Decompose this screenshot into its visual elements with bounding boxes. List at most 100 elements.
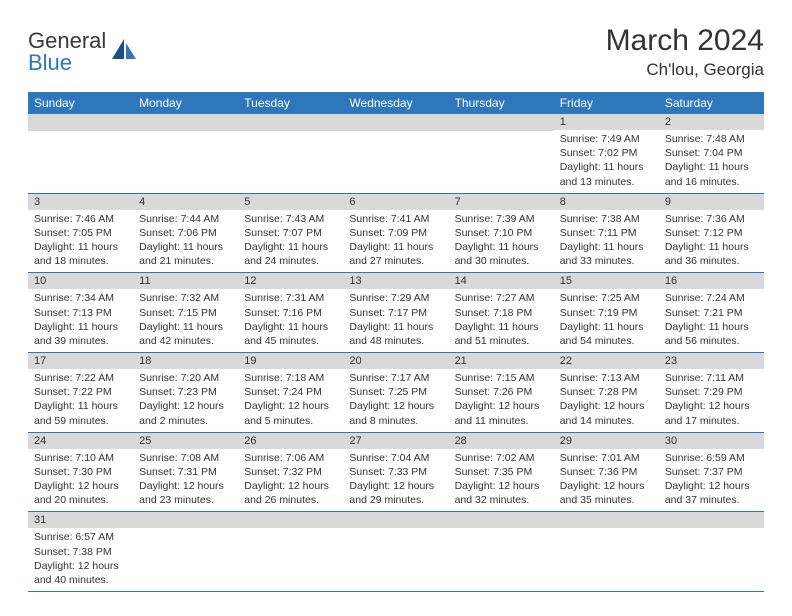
sunset-text: Sunset: 7:23 PM: [139, 385, 232, 399]
calendar-empty-cell: [659, 512, 764, 592]
daynum-bar-empty: [449, 114, 554, 131]
sunrise-text: Sunrise: 7:46 AM: [34, 212, 127, 226]
sunset-text: Sunset: 7:18 PM: [455, 306, 548, 320]
sunset-text: Sunset: 7:31 PM: [139, 465, 232, 479]
month-title: March 2024: [606, 24, 764, 58]
day-number: 27: [343, 433, 448, 449]
calendar-day-cell: 7Sunrise: 7:39 AMSunset: 7:10 PMDaylight…: [449, 193, 554, 273]
daylight-text: Daylight: 11 hours and 27 minutes.: [349, 240, 442, 268]
day-body: Sunrise: 7:13 AMSunset: 7:28 PMDaylight:…: [554, 369, 659, 432]
daylight-text: Daylight: 12 hours and 40 minutes.: [34, 559, 127, 587]
day-body: Sunrise: 7:34 AMSunset: 7:13 PMDaylight:…: [28, 289, 133, 352]
sunrise-text: Sunrise: 7:10 AM: [34, 451, 127, 465]
day-number: 26: [238, 433, 343, 449]
sunrise-text: Sunrise: 7:24 AM: [665, 291, 758, 305]
day-number: 22: [554, 353, 659, 369]
daynum-bar-empty: [343, 512, 448, 528]
location: Ch'lou, Georgia: [606, 60, 764, 80]
daylight-text: Daylight: 12 hours and 11 minutes.: [455, 399, 548, 427]
sunrise-text: Sunrise: 7:02 AM: [455, 451, 548, 465]
sunrise-text: Sunrise: 7:08 AM: [139, 451, 232, 465]
daylight-text: Daylight: 11 hours and 42 minutes.: [139, 320, 232, 348]
calendar-day-cell: 1Sunrise: 7:49 AMSunset: 7:02 PMDaylight…: [554, 114, 659, 193]
day-number: 15: [554, 273, 659, 289]
sunrise-text: Sunrise: 7:38 AM: [560, 212, 653, 226]
day-body: Sunrise: 7:08 AMSunset: 7:31 PMDaylight:…: [133, 449, 238, 512]
day-body: Sunrise: 7:27 AMSunset: 7:18 PMDaylight:…: [449, 289, 554, 352]
day-body: Sunrise: 7:41 AMSunset: 7:09 PMDaylight:…: [343, 210, 448, 273]
day-number: 11: [133, 273, 238, 289]
day-body: Sunrise: 6:59 AMSunset: 7:37 PMDaylight:…: [659, 449, 764, 512]
sunrise-text: Sunrise: 7:17 AM: [349, 371, 442, 385]
day-body: Sunrise: 7:10 AMSunset: 7:30 PMDaylight:…: [28, 449, 133, 512]
sunrise-text: Sunrise: 7:43 AM: [244, 212, 337, 226]
sunrise-text: Sunrise: 7:32 AM: [139, 291, 232, 305]
day-number: 31: [28, 512, 133, 528]
daylight-text: Daylight: 11 hours and 51 minutes.: [455, 320, 548, 348]
logo-text: General Blue: [28, 30, 106, 74]
sunset-text: Sunset: 7:22 PM: [34, 385, 127, 399]
day-number: 28: [449, 433, 554, 449]
calendar-day-cell: 29Sunrise: 7:01 AMSunset: 7:36 PMDayligh…: [554, 432, 659, 512]
sunrise-text: Sunrise: 7:04 AM: [349, 451, 442, 465]
day-body: Sunrise: 7:49 AMSunset: 7:02 PMDaylight:…: [554, 130, 659, 193]
calendar-empty-cell: [449, 512, 554, 592]
weekday-header: Saturday: [659, 92, 764, 114]
calendar-empty-cell: [133, 114, 238, 193]
daynum-bar-empty: [238, 512, 343, 528]
sunset-text: Sunset: 7:13 PM: [34, 306, 127, 320]
daylight-text: Daylight: 11 hours and 18 minutes.: [34, 240, 127, 268]
sunset-text: Sunset: 7:33 PM: [349, 465, 442, 479]
calendar-day-cell: 13Sunrise: 7:29 AMSunset: 7:17 PMDayligh…: [343, 273, 448, 353]
calendar-day-cell: 3 Sunrise: 7:46 AMSunset: 7:05 PMDaylight…: [28, 193, 133, 273]
sunset-text: Sunset: 7:35 PM: [455, 465, 548, 479]
sunset-text: Sunset: 7:05 PM: [34, 226, 127, 240]
day-body: Sunrise: 7:48 AMSunset: 7:04 PMDaylight:…: [659, 130, 764, 193]
sunrise-text: Sunrise: 7:36 AM: [665, 212, 758, 226]
day-number: 25: [133, 433, 238, 449]
sunrise-text: Sunrise: 6:57 AM: [34, 530, 127, 544]
day-body: Sunrise: 6:57 AMSunset: 7:38 PMDaylight:…: [28, 528, 133, 591]
sunrise-text: Sunrise: 7:29 AM: [349, 291, 442, 305]
daynum-bar-empty: [133, 114, 238, 131]
calendar-empty-cell: [28, 114, 133, 193]
sunset-text: Sunset: 7:11 PM: [560, 226, 653, 240]
calendar-empty-cell: [449, 114, 554, 193]
day-number: 3: [28, 194, 133, 210]
day-number: 5: [238, 194, 343, 210]
daynum-bar-empty: [554, 512, 659, 528]
day-body: Sunrise: 7:25 AMSunset: 7:19 PMDaylight:…: [554, 289, 659, 352]
day-body: Sunrise: 7:24 AMSunset: 7:21 PMDaylight:…: [659, 289, 764, 352]
calendar-day-cell: 27 Sunrise: 7:04 AMSunset: 7:33 PMDayligh…: [343, 432, 448, 512]
daylight-text: Daylight: 11 hours and 36 minutes.: [665, 240, 758, 268]
sunset-text: Sunset: 7:36 PM: [560, 465, 653, 479]
daylight-text: Daylight: 12 hours and 35 minutes.: [560, 479, 653, 507]
calendar-empty-cell: [238, 114, 343, 193]
calendar-week-row: 3Sunrise: 7:46 AMSunset: 7:05 PMDaylight…: [28, 193, 764, 273]
daylight-text: Daylight: 12 hours and 14 minutes.: [560, 399, 653, 427]
sunrise-text: Sunrise: 7:27 AM: [455, 291, 548, 305]
day-number: 18: [133, 353, 238, 369]
day-body: Sunrise: 7:11 AMSunset: 7:29 PMDaylight:…: [659, 369, 764, 432]
day-number: 16: [659, 273, 764, 289]
daylight-text: Daylight: 12 hours and 8 minutes.: [349, 399, 442, 427]
sunset-text: Sunset: 7:24 PM: [244, 385, 337, 399]
calendar-day-cell: 16Sunrise: 7:24 AMSunset: 7:21 PMDayligh…: [659, 273, 764, 353]
sunset-text: Sunset: 7:30 PM: [34, 465, 127, 479]
day-number: 23: [659, 353, 764, 369]
calendar-day-cell: 10Sunrise: 7:34 AMSunset: 7:13 PMDayligh…: [28, 273, 133, 353]
daynum-bar-empty: [238, 114, 343, 131]
daylight-text: Daylight: 12 hours and 29 minutes.: [349, 479, 442, 507]
daylight-text: Daylight: 11 hours and 39 minutes.: [34, 320, 127, 348]
sunrise-text: Sunrise: 7:22 AM: [34, 371, 127, 385]
weekday-header: Wednesday: [343, 92, 448, 114]
calendar-empty-cell: [343, 114, 448, 193]
daylight-text: Daylight: 12 hours and 37 minutes.: [665, 479, 758, 507]
calendar-empty-cell: [133, 512, 238, 592]
daylight-text: Daylight: 11 hours and 48 minutes.: [349, 320, 442, 348]
day-number: 13: [343, 273, 448, 289]
sunrise-text: Sunrise: 7:20 AM: [139, 371, 232, 385]
sunrise-text: Sunrise: 7:18 AM: [244, 371, 337, 385]
daynum-bar-empty: [343, 114, 448, 131]
day-number: 4: [133, 194, 238, 210]
